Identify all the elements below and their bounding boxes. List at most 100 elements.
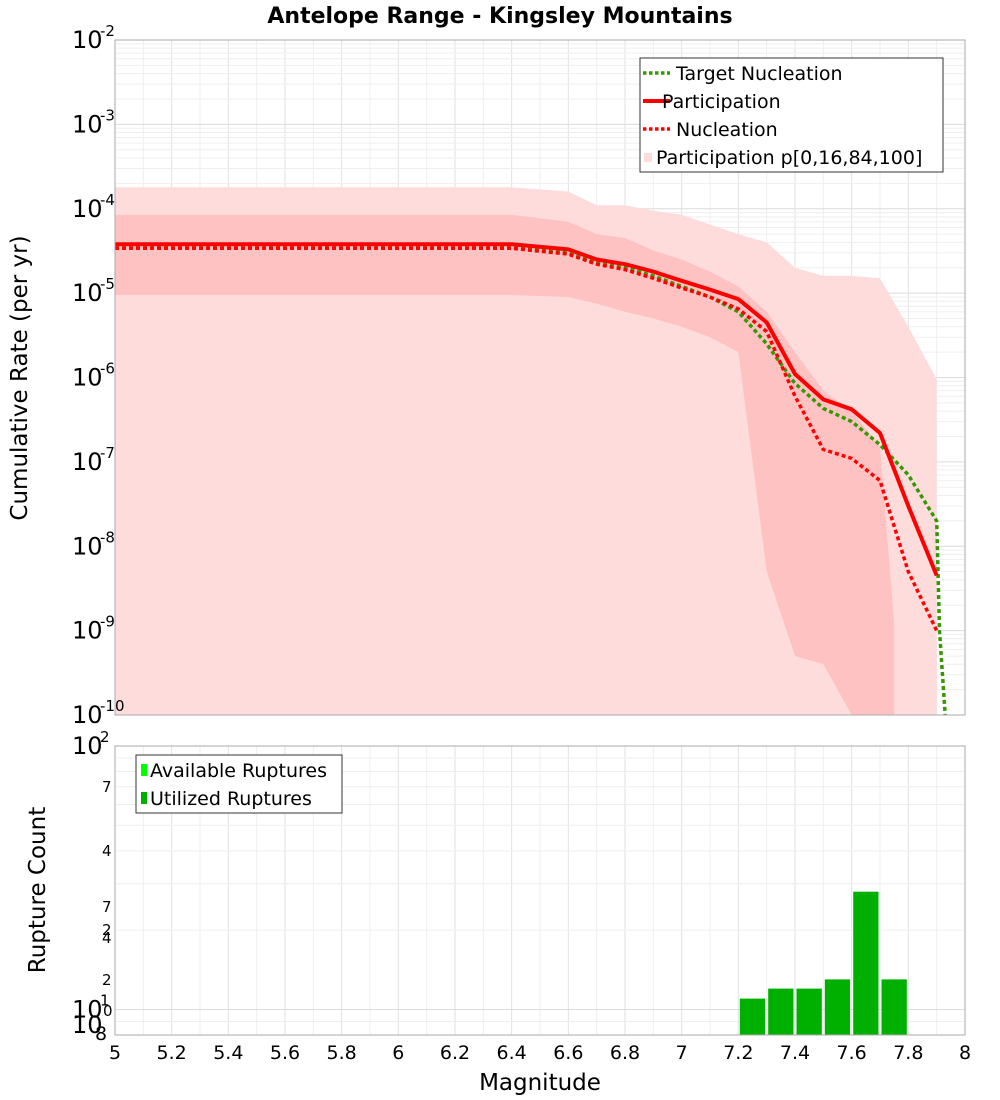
top-y-tick-exponent: -6 xyxy=(100,360,115,378)
percentile-bands xyxy=(115,187,937,715)
x-tick-label: 7.6 xyxy=(837,1042,867,1064)
bottom-y-tick-exponent: 2 xyxy=(100,728,110,746)
line-participation xyxy=(115,242,939,577)
x-tick-label: 5 xyxy=(109,1042,121,1064)
x-tick-label: 5.6 xyxy=(270,1042,300,1064)
top-plot-frame xyxy=(114,39,966,716)
chart-title: Antelope Range - Kingsley Mountains xyxy=(267,4,732,29)
x-tick-label: 6.4 xyxy=(497,1042,527,1064)
bottom-y-tick-major: 101 xyxy=(72,991,110,1023)
bottom-y-tick-base: 10 xyxy=(72,1011,103,1039)
legend-label: Target Nucleation xyxy=(675,63,843,85)
x-tick-label: 5.8 xyxy=(327,1042,357,1064)
x-tick-labels: 5 5.2 5.4 5.6 5.8 6 6.2 6.4 6.6 6.8 7 7.2 7.4 7.6 7.8 8 xyxy=(109,1042,971,1064)
top-y-tick-base: 10 xyxy=(72,195,103,223)
bottom-y-tick-minor: 7 xyxy=(102,898,112,916)
line-nucleation xyxy=(115,246,939,632)
bottom-y-axis-label: Rupture Count xyxy=(25,807,51,973)
top-y-tick-base: 10 xyxy=(72,701,103,729)
x-tick-label: 5.4 xyxy=(213,1042,243,1064)
bottom-legend: Available Ruptures Utilized Ruptures xyxy=(135,754,343,814)
rupture-bar xyxy=(739,998,766,1035)
x-tick-label: 7.4 xyxy=(780,1042,810,1064)
bottom-y-tick-minor: 8 xyxy=(95,1023,107,1045)
bottom-legend-item: Utilized Ruptures xyxy=(141,788,312,810)
bottom-y-tick-major: 102 xyxy=(72,728,110,760)
bottom-y-tick-exponent: 0 xyxy=(103,1002,113,1020)
top-y-tick: 10-7 xyxy=(72,444,115,476)
top-y-tick-exponent: -4 xyxy=(100,191,115,209)
top-y-tick-exponent: -9 xyxy=(100,613,115,631)
bottom-legend-swatch xyxy=(141,764,147,776)
bottom-y-tick-base: 10 xyxy=(72,732,103,760)
cumulative-rate-panel: 10-210-310-410-510-610-710-810-910-10 Cu… xyxy=(7,22,966,729)
bottom-y-tick-minor: 7 xyxy=(102,778,112,796)
x-tick-label: 6 xyxy=(392,1042,404,1064)
top-y-tick-base: 10 xyxy=(72,532,103,560)
top-y-tick: 10-8 xyxy=(72,528,115,560)
top-legend-box xyxy=(639,57,944,173)
bottom-plot-frame xyxy=(114,745,966,1036)
rupture-bar xyxy=(853,891,879,1035)
top-y-tick: 10-2 xyxy=(72,22,115,54)
top-y-tick-base: 10 xyxy=(72,617,103,645)
top-y-tick-exponent: -3 xyxy=(100,106,115,124)
bottom-y-tick-exponent: 1 xyxy=(100,991,110,1009)
legend-label: Participation p[0,16,84,100] xyxy=(656,147,922,169)
top-y-tick: 10-10 xyxy=(72,697,125,729)
bottom-y-tick-minor: 4 xyxy=(102,842,112,860)
x-tick-label: 6.6 xyxy=(553,1042,583,1064)
top-y-tick-base: 10 xyxy=(72,110,103,138)
legend-item: Target Nucleation xyxy=(643,63,843,85)
legend-item: Nucleation xyxy=(643,119,778,141)
top-y-tick-labels: 10-210-310-410-510-610-710-810-910-10 xyxy=(72,22,125,729)
x-axis-label: Magnitude xyxy=(479,1070,601,1096)
rupture-bar xyxy=(796,988,822,1035)
legend-label: Nucleation xyxy=(676,119,778,141)
top-y-tick-base: 10 xyxy=(72,364,103,392)
legend-label: Participation xyxy=(662,91,781,113)
bottom-y-tick-base: 10 xyxy=(72,995,103,1023)
bottom-legend-box xyxy=(135,754,343,814)
top-y-tick-exponent: -8 xyxy=(100,528,115,546)
top-y-tick-exponent: -10 xyxy=(100,697,125,715)
top-legend: Target Nucleation Participation Nucleation… xyxy=(639,57,944,173)
top-y-tick: 10-9 xyxy=(72,613,115,645)
x-tick-label: 6.2 xyxy=(440,1042,470,1064)
x-tick-label: 5.2 xyxy=(157,1042,187,1064)
top-y-axis-label: Cumulative Rate (per yr) xyxy=(7,235,33,520)
x-tick-label: 7 xyxy=(676,1042,688,1064)
top-y-tick: 10-5 xyxy=(72,275,115,307)
x-tick-label: 7.2 xyxy=(723,1042,753,1064)
rupture-bars xyxy=(739,891,907,1035)
legend-item: Participation p[0,16,84,100] xyxy=(644,147,922,169)
bottom-y-tick-minor: 2 xyxy=(102,921,112,939)
top-y-tick: 10-4 xyxy=(72,191,115,223)
bottom-y-tick-decade-zero: 10 0 xyxy=(72,1002,113,1039)
bottom-y-tick-minor: 2 xyxy=(102,971,112,989)
top-y-tick-base: 10 xyxy=(72,279,103,307)
top-y-tick-exponent: -2 xyxy=(100,22,115,40)
bottom-legend-label: Utilized Ruptures xyxy=(150,788,312,810)
top-y-tick-exponent: -5 xyxy=(100,275,115,293)
top-y-tick-base: 10 xyxy=(72,448,103,476)
top-y-tick: 10-6 xyxy=(72,360,115,392)
bottom-legend-item: Available Ruptures xyxy=(141,760,327,782)
rupture-bar xyxy=(768,988,794,1035)
bottom-y-tick-minor: 4 xyxy=(102,929,112,947)
x-tick-label: 6.8 xyxy=(610,1042,640,1064)
bottom-legend-swatch xyxy=(141,792,147,804)
x-tick-label: 7.8 xyxy=(893,1042,923,1064)
top-y-tick: 10-3 xyxy=(72,106,115,138)
rupture-bar xyxy=(881,979,907,1035)
x-tick-label: 8 xyxy=(959,1042,971,1064)
band-p16-p84 xyxy=(115,214,895,715)
rupture-bar xyxy=(824,979,851,1035)
top-y-tick-exponent: -7 xyxy=(100,444,115,462)
legend-item: Participation xyxy=(643,91,781,113)
bottom-legend-label: Available Ruptures xyxy=(150,760,327,782)
top-y-tick-base: 10 xyxy=(72,26,103,54)
